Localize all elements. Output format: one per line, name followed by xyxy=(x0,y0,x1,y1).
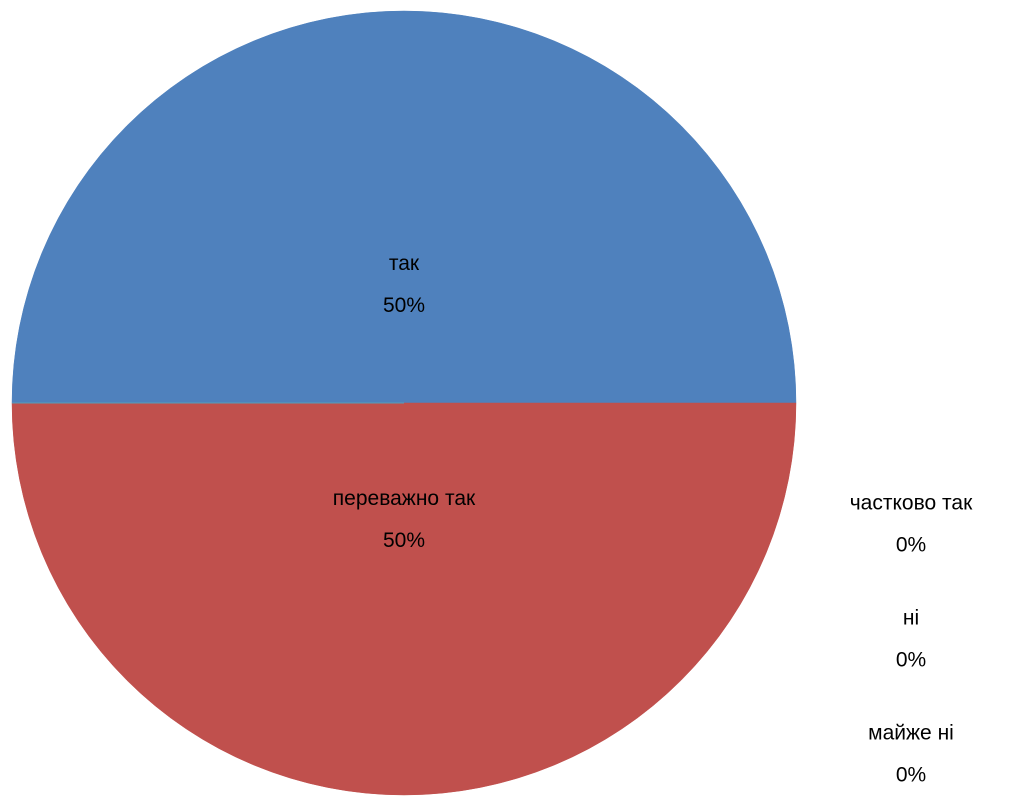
data-label-value: 0% xyxy=(896,649,926,672)
data-label-value: 50% xyxy=(383,294,425,317)
data-label-name: переважно так xyxy=(333,487,476,510)
data-label-value: 0% xyxy=(896,534,926,557)
data-label-value: 0% xyxy=(896,764,926,787)
data-label-name: частково так xyxy=(850,492,973,515)
data-label-value: 50% xyxy=(383,529,425,552)
data-label-name: ні xyxy=(903,607,919,630)
data-label-name: так xyxy=(389,252,420,275)
data-label-name: майже ні xyxy=(868,722,954,745)
pie-slice xyxy=(11,10,797,404)
pie-slice xyxy=(11,402,797,796)
